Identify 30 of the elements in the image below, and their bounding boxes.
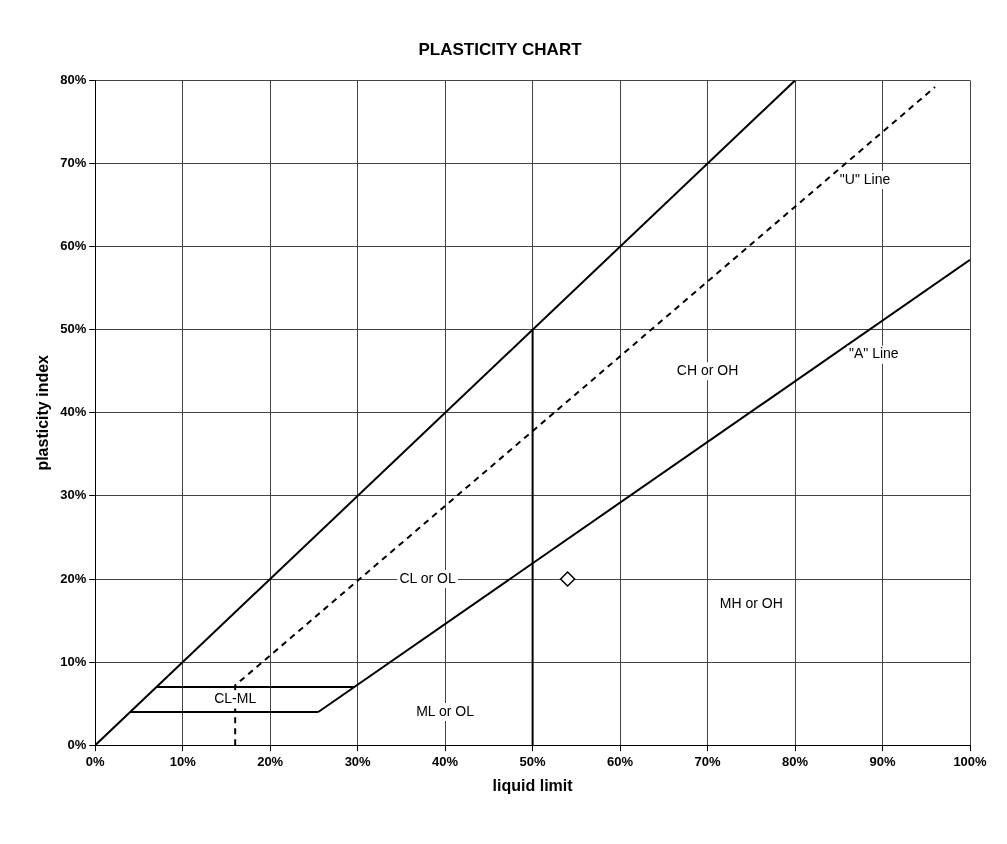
y-tick-label: 0% bbox=[67, 736, 87, 752]
annotation: ML or OL bbox=[416, 702, 475, 719]
annotation: MH or OH bbox=[719, 594, 783, 611]
y-tick-label: 50% bbox=[60, 321, 87, 337]
x-tick-label: 20% bbox=[257, 753, 284, 769]
y-axis-title: plasticity index bbox=[34, 354, 52, 471]
y-tick-label: 30% bbox=[60, 487, 87, 503]
y-tick-label: 60% bbox=[60, 238, 87, 254]
annotation: CL-ML bbox=[214, 690, 257, 707]
annotation: CH or OH bbox=[676, 362, 739, 379]
y-tick-label: 40% bbox=[60, 404, 87, 420]
x-tick-label: 10% bbox=[169, 753, 197, 769]
y-tick-label: 70% bbox=[60, 155, 87, 171]
x-tick-label: 0% bbox=[85, 753, 106, 769]
y-tick-label: 10% bbox=[60, 653, 87, 669]
x-tick-label: 100% bbox=[953, 753, 988, 769]
y-tick-label: 20% bbox=[60, 570, 87, 586]
annotation: "U" Line bbox=[839, 170, 891, 187]
y-tick-label: 80% bbox=[60, 71, 87, 87]
x-tick-label: 70% bbox=[694, 753, 722, 769]
x-tick-label: 90% bbox=[869, 753, 896, 769]
x-tick-label: 80% bbox=[782, 753, 809, 769]
x-tick-label: 60% bbox=[607, 753, 634, 769]
x-axis-title: liquid limit bbox=[492, 776, 574, 794]
annotation: CL or OL bbox=[399, 569, 456, 586]
x-tick-label: 40% bbox=[432, 753, 459, 769]
chart-title: PLASTICITY CHART bbox=[418, 39, 583, 59]
x-tick-label: 30% bbox=[344, 753, 372, 769]
x-tick-label: 50% bbox=[519, 753, 547, 769]
annotation: "A" Line bbox=[848, 345, 899, 362]
